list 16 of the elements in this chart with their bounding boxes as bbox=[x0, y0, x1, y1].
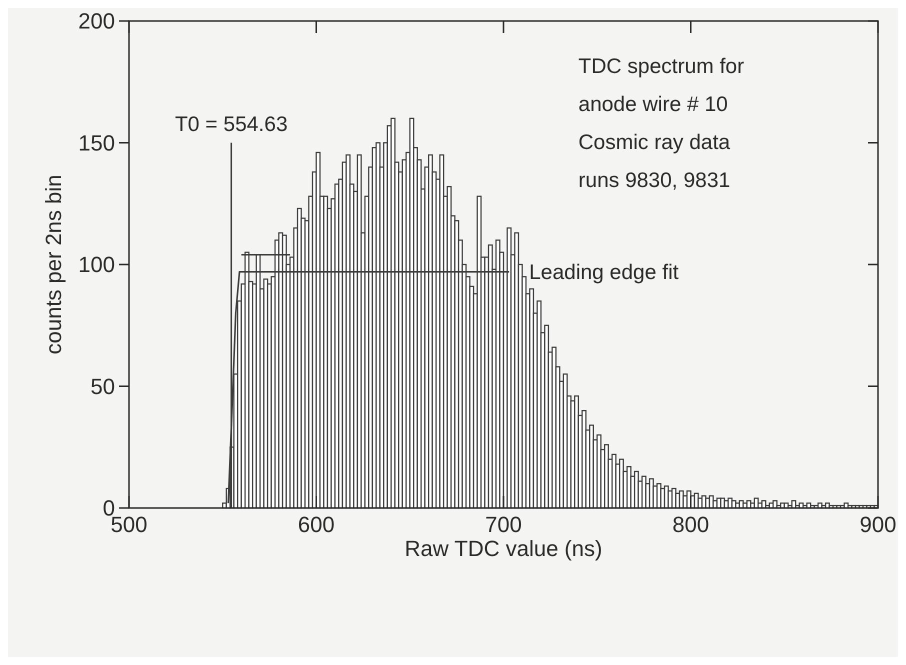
x-tick-label: 900 bbox=[860, 512, 896, 537]
annotation: TDC spectrum for bbox=[578, 55, 744, 78]
annotation: Cosmic ray data bbox=[578, 131, 730, 154]
x-tick-label: 600 bbox=[298, 512, 335, 537]
annotation: anode wire # 10 bbox=[578, 93, 728, 116]
annotation: runs 9830, 9831 bbox=[578, 169, 730, 192]
series-label: Leading edge fit bbox=[529, 261, 679, 284]
y-tick-label: 200 bbox=[78, 8, 115, 34]
x-tick-label: 700 bbox=[485, 512, 522, 537]
x-axis-title: Raw TDC value (ns) bbox=[404, 536, 602, 561]
ref-line-label: T0 = 554.63 bbox=[174, 112, 288, 136]
y-tick-label: 100 bbox=[78, 252, 115, 278]
y-tick-label: 150 bbox=[78, 130, 115, 156]
y-tick-label: 50 bbox=[90, 374, 115, 399]
y-axis-title: counts per 2ns bin bbox=[41, 174, 66, 354]
x-tick-label: 800 bbox=[672, 512, 710, 537]
